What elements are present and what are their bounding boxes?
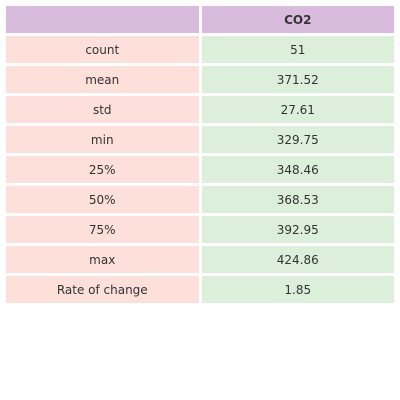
- stat-value-cell: 424.86: [201, 246, 394, 273]
- stat-label-cell: mean: [6, 66, 199, 93]
- stat-value-cell: 329.75: [201, 126, 394, 153]
- stat-value-cell: 51: [201, 36, 394, 63]
- stat-value-cell: 368.53: [201, 186, 394, 213]
- header-blank-cell: [6, 6, 199, 33]
- stat-label-cell: min: [6, 126, 199, 153]
- table-row: count 51: [6, 36, 394, 63]
- table-row: 75% 392.95: [6, 216, 394, 243]
- stat-value-cell: 371.52: [201, 66, 394, 93]
- stat-label-cell: Rate of change: [6, 276, 199, 303]
- table-row: 50% 368.53: [6, 186, 394, 213]
- table-row: std 27.61: [6, 96, 394, 123]
- stats-table: CO2 count 51 mean 371.52 std 27.61 min 329.75 25…: [3, 3, 397, 306]
- header-co2-cell: CO2: [201, 6, 394, 33]
- table-row: Rate of change 1.85: [6, 276, 394, 303]
- table-row: max 424.86: [6, 246, 394, 273]
- stat-value-cell: 27.61: [201, 96, 394, 123]
- stats-table-container: CO2 count 51 mean 371.52 std 27.61 min 329.75 25…: [6, 6, 394, 303]
- stat-value-cell: 348.46: [201, 156, 394, 183]
- table-body: count 51 mean 371.52 std 27.61 min 329.75 25% 348…: [6, 36, 394, 303]
- stat-value-cell: 392.95: [201, 216, 394, 243]
- table-row: 25% 348.46: [6, 156, 394, 183]
- table-row: mean 371.52: [6, 66, 394, 93]
- stat-label-cell: count: [6, 36, 199, 63]
- stat-label-cell: max: [6, 246, 199, 273]
- stat-label-cell: 50%: [6, 186, 199, 213]
- stat-label-cell: 25%: [6, 156, 199, 183]
- stat-label-cell: 75%: [6, 216, 199, 243]
- stat-value-cell: 1.85: [201, 276, 394, 303]
- table-header-row: CO2: [6, 6, 394, 33]
- table-row: min 329.75: [6, 126, 394, 153]
- stat-label-cell: std: [6, 96, 199, 123]
